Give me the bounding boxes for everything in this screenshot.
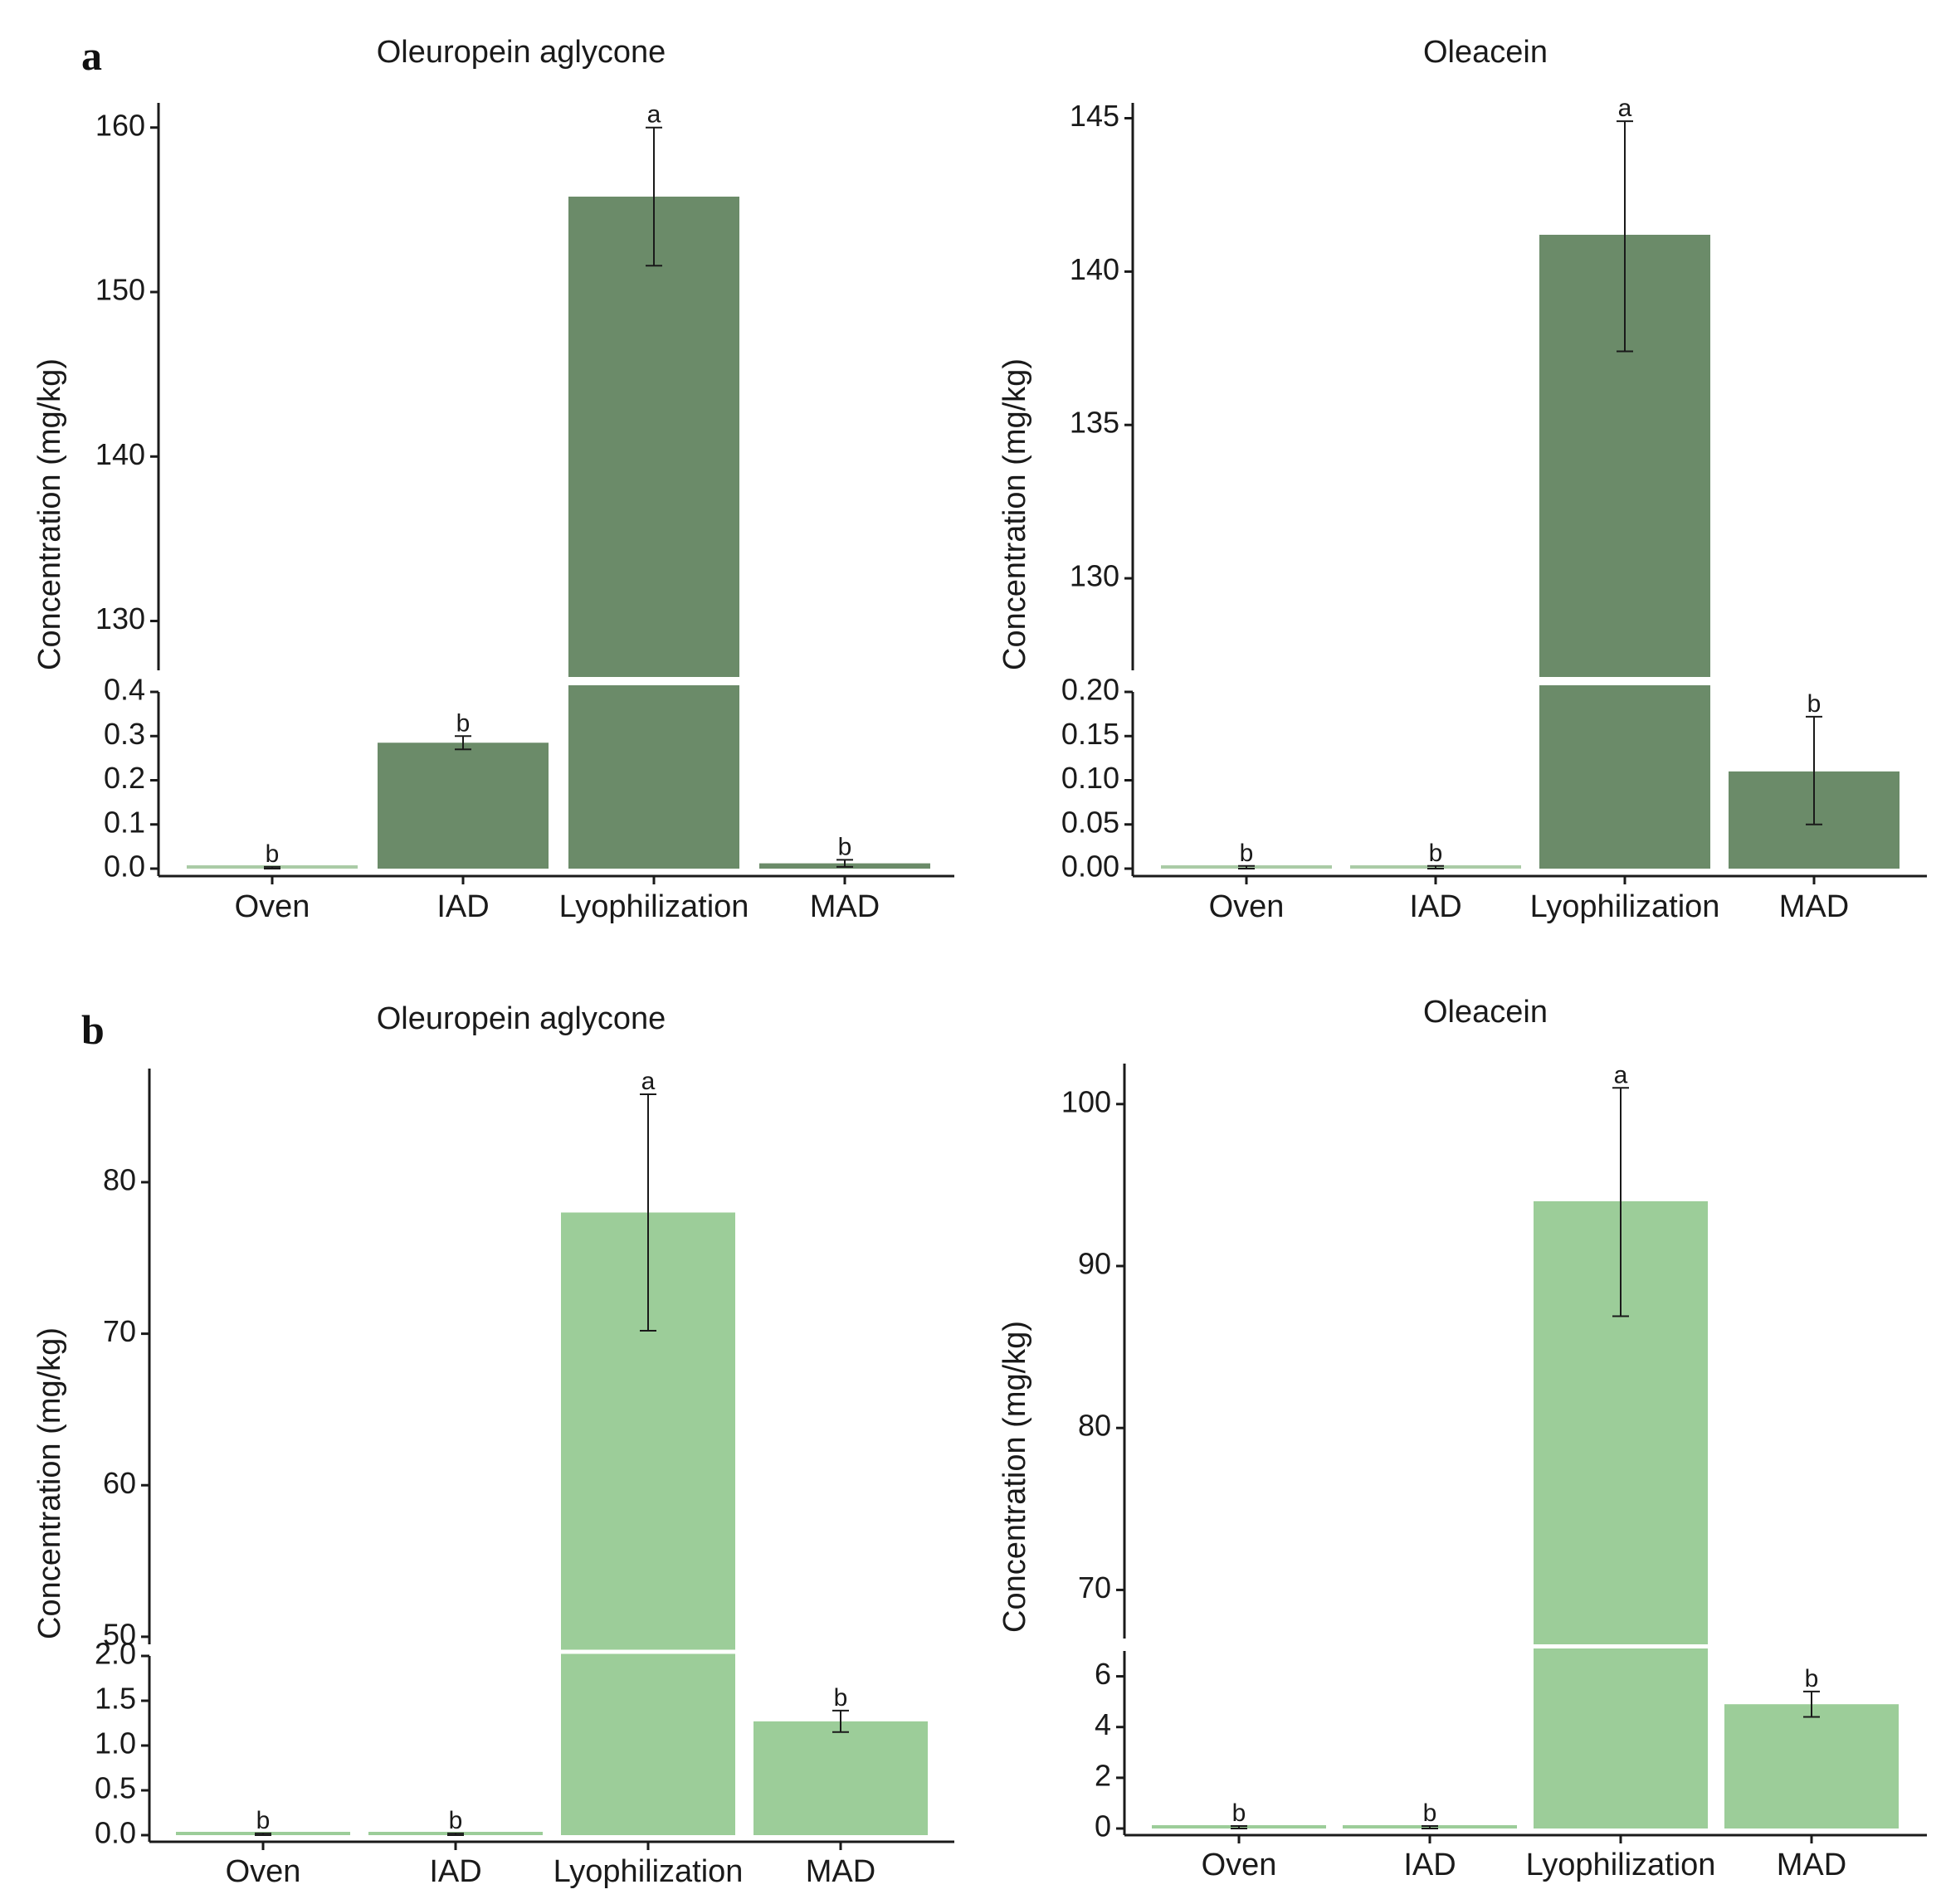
y-tick-label-upper: 135 xyxy=(1070,406,1119,440)
chart-a-left: Oleuropein aglycone Concentration (mg/kg)… xyxy=(32,35,954,924)
x-tick-label: Oven xyxy=(235,889,310,924)
significance-label: b xyxy=(1423,1799,1437,1827)
chart-b-left: Oleuropein aglycone Concentration (mg/kg)… xyxy=(32,1001,954,1889)
y-tick-label-lower: 0.0 xyxy=(95,1816,136,1850)
y-tick-label-lower: 0.0 xyxy=(104,850,145,884)
significance-label: b xyxy=(1807,690,1822,718)
x-tick-label: Lyophilization xyxy=(554,1854,744,1889)
x-tick-label: IAD xyxy=(429,1854,481,1889)
y-tick-label-lower: 0.10 xyxy=(1061,761,1119,795)
y-tick-label-upper: 160 xyxy=(95,108,145,142)
bar-upper-segment xyxy=(568,197,739,678)
x-tick-label: MAD xyxy=(1777,1848,1846,1882)
chart-a-right: Oleacein Concentration (mg/kg) 130 135 140 14… xyxy=(997,35,1927,924)
significance-label: b xyxy=(1429,840,1443,867)
y-tick-label-lower: 0 xyxy=(1095,1809,1111,1843)
x-tick-label: IAD xyxy=(1409,889,1461,924)
chart-b-right: Oleacein Concentration (mg/kg) 70 80 90 100 0 2… xyxy=(997,995,1927,1882)
y-tick-label-lower: 0.05 xyxy=(1061,805,1119,839)
y-axis-label: Concentration (mg/kg) xyxy=(997,358,1032,670)
y-tick-label-upper: 150 xyxy=(95,273,145,307)
y-tick-label-upper: 145 xyxy=(1070,99,1119,133)
y-tick-label-lower: 0.4 xyxy=(104,673,145,707)
significance-label: b xyxy=(1232,1799,1246,1827)
x-tick-label: Lyophilization xyxy=(559,889,749,924)
y-tick-label-lower: 0.15 xyxy=(1061,717,1119,751)
bar-lower-segment xyxy=(1539,685,1710,869)
y-tick-label-upper: 130 xyxy=(95,601,145,635)
bar-lower-segment xyxy=(561,1649,735,1835)
significance-label: b xyxy=(456,709,471,737)
charts-container: Oleuropein aglycone Concentration (mg/kg)… xyxy=(32,35,1927,1889)
significance-label: b xyxy=(1805,1665,1819,1692)
panel-letter-b: b xyxy=(81,1006,105,1053)
y-tick-label-lower: 0.2 xyxy=(104,761,145,795)
significance-label: b xyxy=(449,1807,463,1834)
bar-lower-segment xyxy=(568,685,739,869)
y-tick-label-lower: 0.1 xyxy=(104,805,145,839)
x-tick-label: Oven xyxy=(1202,1848,1277,1882)
significance-label: b xyxy=(838,833,852,860)
significance-label: b xyxy=(256,1807,271,1834)
bar xyxy=(378,743,549,869)
x-tick-label: Lyophilization xyxy=(1526,1848,1716,1882)
y-tick-label-lower: 6 xyxy=(1095,1657,1111,1691)
x-tick-label: Oven xyxy=(1209,889,1285,924)
y-tick-label-lower: 0.20 xyxy=(1061,673,1119,707)
x-tick-label: MAD xyxy=(806,1854,875,1889)
y-tick-label-upper: 60 xyxy=(103,1466,136,1500)
y-tick-label-lower: 0.5 xyxy=(95,1771,136,1805)
significance-label: b xyxy=(1240,840,1254,867)
y-tick-label-upper: 80 xyxy=(1078,1409,1111,1443)
x-tick-label: IAD xyxy=(1403,1848,1456,1882)
y-tick-label-lower: 1.0 xyxy=(95,1726,136,1760)
x-tick-label: Lyophilization xyxy=(1530,889,1720,924)
y-tick-label-upper: 80 xyxy=(103,1162,136,1196)
significance-label: b xyxy=(834,1684,848,1712)
y-tick-label-lower: 2 xyxy=(1095,1758,1111,1792)
chart-title: Oleuropein aglycone xyxy=(377,35,666,70)
y-tick-label-lower: 0.3 xyxy=(104,717,145,751)
y-tick-label-upper: 70 xyxy=(1078,1570,1111,1605)
bar-lower-segment xyxy=(1534,1644,1708,1829)
chart-title: Oleacein xyxy=(1423,995,1548,1030)
y-axis-label: Concentration (mg/kg) xyxy=(997,1321,1032,1633)
y-tick-label-lower: 1.5 xyxy=(95,1682,136,1716)
x-tick-label: MAD xyxy=(810,889,880,924)
significance-label: a xyxy=(647,101,661,129)
x-tick-label: Oven xyxy=(226,1854,301,1889)
y-tick-label-lower: 2.0 xyxy=(95,1637,136,1671)
y-axis-label: Concentration (mg/kg) xyxy=(32,1327,67,1639)
y-tick-label-upper: 70 xyxy=(103,1314,136,1348)
chart-title: Oleuropein aglycone xyxy=(377,1001,666,1036)
panel-letter-a: a xyxy=(81,32,102,79)
y-tick-label-lower: 0.00 xyxy=(1061,850,1119,884)
bar xyxy=(1724,1704,1899,1829)
y-tick-label-upper: 130 xyxy=(1070,559,1119,593)
y-tick-label-lower: 4 xyxy=(1095,1707,1111,1741)
x-tick-label: IAD xyxy=(436,889,489,924)
y-tick-label-upper: 90 xyxy=(1078,1247,1111,1281)
y-tick-label-upper: 50 xyxy=(103,1617,136,1651)
significance-label: b xyxy=(266,840,280,868)
chart-title: Oleacein xyxy=(1423,35,1548,70)
significance-label: a xyxy=(1614,1061,1628,1088)
y-tick-label-upper: 100 xyxy=(1061,1084,1111,1118)
y-axis-label: Concentration (mg/kg) xyxy=(32,358,67,670)
x-tick-label: MAD xyxy=(1779,889,1849,924)
y-tick-label-upper: 140 xyxy=(1070,252,1119,286)
significance-label: a xyxy=(641,1068,656,1095)
y-tick-label-upper: 140 xyxy=(95,437,145,471)
significance-label: a xyxy=(1618,95,1632,122)
bar xyxy=(753,1721,928,1835)
